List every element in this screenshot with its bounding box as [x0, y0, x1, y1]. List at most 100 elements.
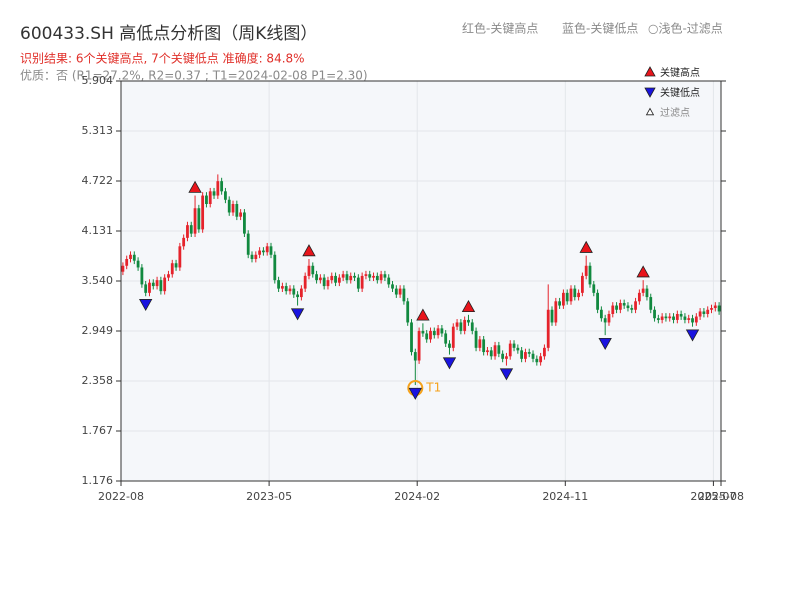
candle-body: [599, 309, 603, 319]
candle-body: [235, 204, 239, 217]
candle-body: [675, 313, 679, 320]
legend-label: 关键低点: [660, 86, 700, 99]
candle-body: [493, 345, 497, 357]
x-tick-label: 2024-11: [542, 490, 588, 503]
key-low-marker: [598, 337, 612, 350]
candle-body: [668, 316, 672, 319]
candle-body: [269, 246, 273, 255]
candle-body: [368, 274, 372, 278]
candle-body: [584, 265, 588, 276]
chart-subtitle: 识别结果: 6个关键高点, 7个关键低点 准确度: 84.8%: [20, 51, 305, 66]
candle-body: [197, 208, 201, 230]
candle-body: [543, 347, 546, 357]
top-legend: ○浅色-过滤点: [648, 22, 723, 36]
candle-body: [713, 305, 717, 309]
candle-body: [372, 275, 375, 278]
candle-body: [691, 318, 694, 323]
candle-body: [250, 254, 254, 260]
candle-body: [182, 237, 186, 247]
candle-body: [539, 356, 543, 363]
candle-body: [129, 254, 132, 260]
candle-body: [334, 275, 337, 283]
candle-body: [410, 322, 413, 353]
key-low-marker: [442, 357, 457, 370]
candle-body: [353, 275, 356, 278]
candle-body: [535, 358, 539, 363]
candle-body: [144, 284, 148, 293]
candle-body: [311, 265, 315, 275]
key-high-marker: [416, 308, 430, 321]
candle-body: [607, 313, 611, 323]
key-high-marker: [579, 240, 593, 253]
candle-body: [596, 292, 599, 310]
candle-body: [349, 275, 353, 281]
candle-body: [151, 282, 155, 287]
legend-label: 关键高点: [660, 66, 700, 79]
candle-body: [288, 288, 292, 292]
candle-body: [201, 195, 205, 230]
candle-body: [227, 199, 231, 213]
candle-body: [364, 274, 368, 276]
candle-body: [429, 330, 432, 340]
candle-body: [440, 328, 444, 334]
candle-body: [425, 333, 429, 340]
candle-body: [710, 308, 713, 310]
candle-body: [467, 319, 470, 323]
candle-body: [577, 292, 580, 298]
candle-body: [478, 339, 482, 348]
candle-body: [186, 225, 189, 238]
candle-body: [520, 350, 524, 359]
candle-body: [265, 246, 269, 253]
candle-body: [212, 191, 216, 196]
candle-body: [546, 309, 550, 348]
candle-body: [322, 277, 326, 287]
candle-body: [387, 277, 391, 285]
candle-body: [649, 297, 653, 310]
candle-body: [413, 352, 417, 361]
candle-body: [706, 309, 710, 314]
y-tick-label: 5.904: [82, 74, 114, 87]
candle-body: [208, 191, 212, 205]
candle-body: [618, 302, 622, 310]
plot-frame: [120, 80, 722, 482]
candle-body: [246, 233, 250, 255]
candle-body: [660, 316, 664, 320]
y-tick-label: 3.540: [82, 274, 114, 287]
candle-body: [565, 292, 569, 302]
candle-body: [448, 343, 451, 348]
candle-body: [125, 259, 129, 266]
x-tick-label: 2025-07: [690, 490, 736, 503]
candle-body: [516, 347, 520, 351]
y-tick-label: 2.949: [82, 324, 114, 337]
candle-body: [231, 204, 235, 213]
candle-body: [394, 288, 398, 295]
legend-marker: [645, 107, 655, 116]
candle-body: [136, 260, 140, 268]
candle-body: [299, 288, 303, 298]
candle-body: [398, 288, 402, 295]
candle-body: [307, 265, 311, 276]
candle-body: [630, 308, 634, 310]
candle-body: [326, 280, 330, 287]
candle-body: [562, 292, 565, 306]
candle-body: [558, 301, 562, 306]
candle-body: [277, 280, 280, 289]
candle-body: [664, 316, 668, 319]
candle-body: [432, 330, 436, 336]
y-tick-label: 1.767: [82, 424, 114, 437]
candle-body: [637, 292, 641, 302]
candle-body: [527, 352, 531, 354]
candle-body: [679, 313, 683, 317]
candle-body: [459, 322, 463, 331]
y-tick-label: 4.722: [82, 174, 114, 187]
candle-body: [717, 305, 721, 312]
candle-body: [444, 333, 448, 344]
candle-body: [702, 311, 706, 314]
candle-body: [634, 301, 637, 310]
candle-body: [512, 343, 516, 348]
y-tick-label: 5.313: [82, 124, 114, 137]
candle-body: [178, 246, 182, 268]
candle-body: [508, 343, 512, 357]
